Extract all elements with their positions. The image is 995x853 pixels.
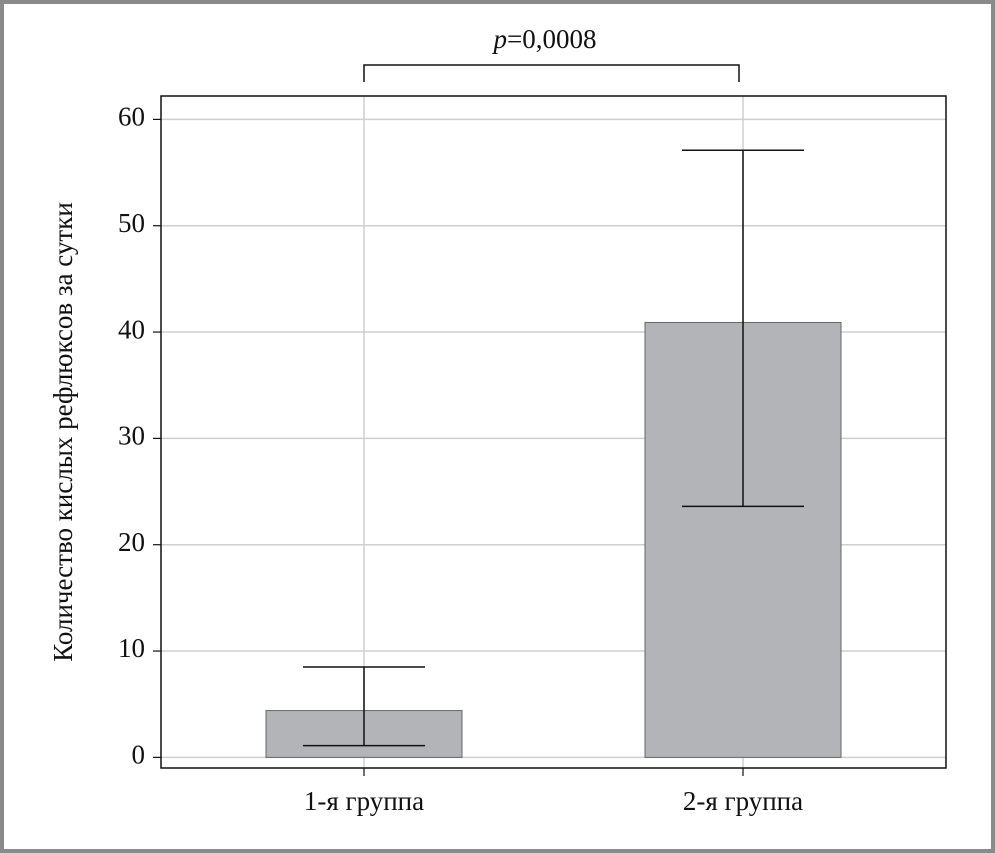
p-value: p=0,0008	[492, 24, 597, 54]
x-tick-label: 1-я группа	[304, 786, 424, 816]
y-tick-label: 60	[118, 102, 145, 132]
y-tick-label: 30	[118, 421, 145, 451]
y-tick-label: 40	[118, 314, 145, 344]
y-tick-label: 0	[132, 740, 146, 770]
x-tick-label: 2-я группа	[683, 786, 803, 816]
y-tick-label: 20	[118, 527, 145, 557]
p-number: =0,0008	[507, 24, 596, 54]
y-axis-label: Количество кислых рефлюксов за сутки	[48, 202, 78, 662]
y-tick-label: 50	[118, 208, 145, 238]
y-tick-label: 10	[118, 633, 145, 663]
significance-bracket	[363, 64, 740, 82]
p-symbol: p	[492, 24, 508, 54]
plot-border	[160, 95, 947, 769]
